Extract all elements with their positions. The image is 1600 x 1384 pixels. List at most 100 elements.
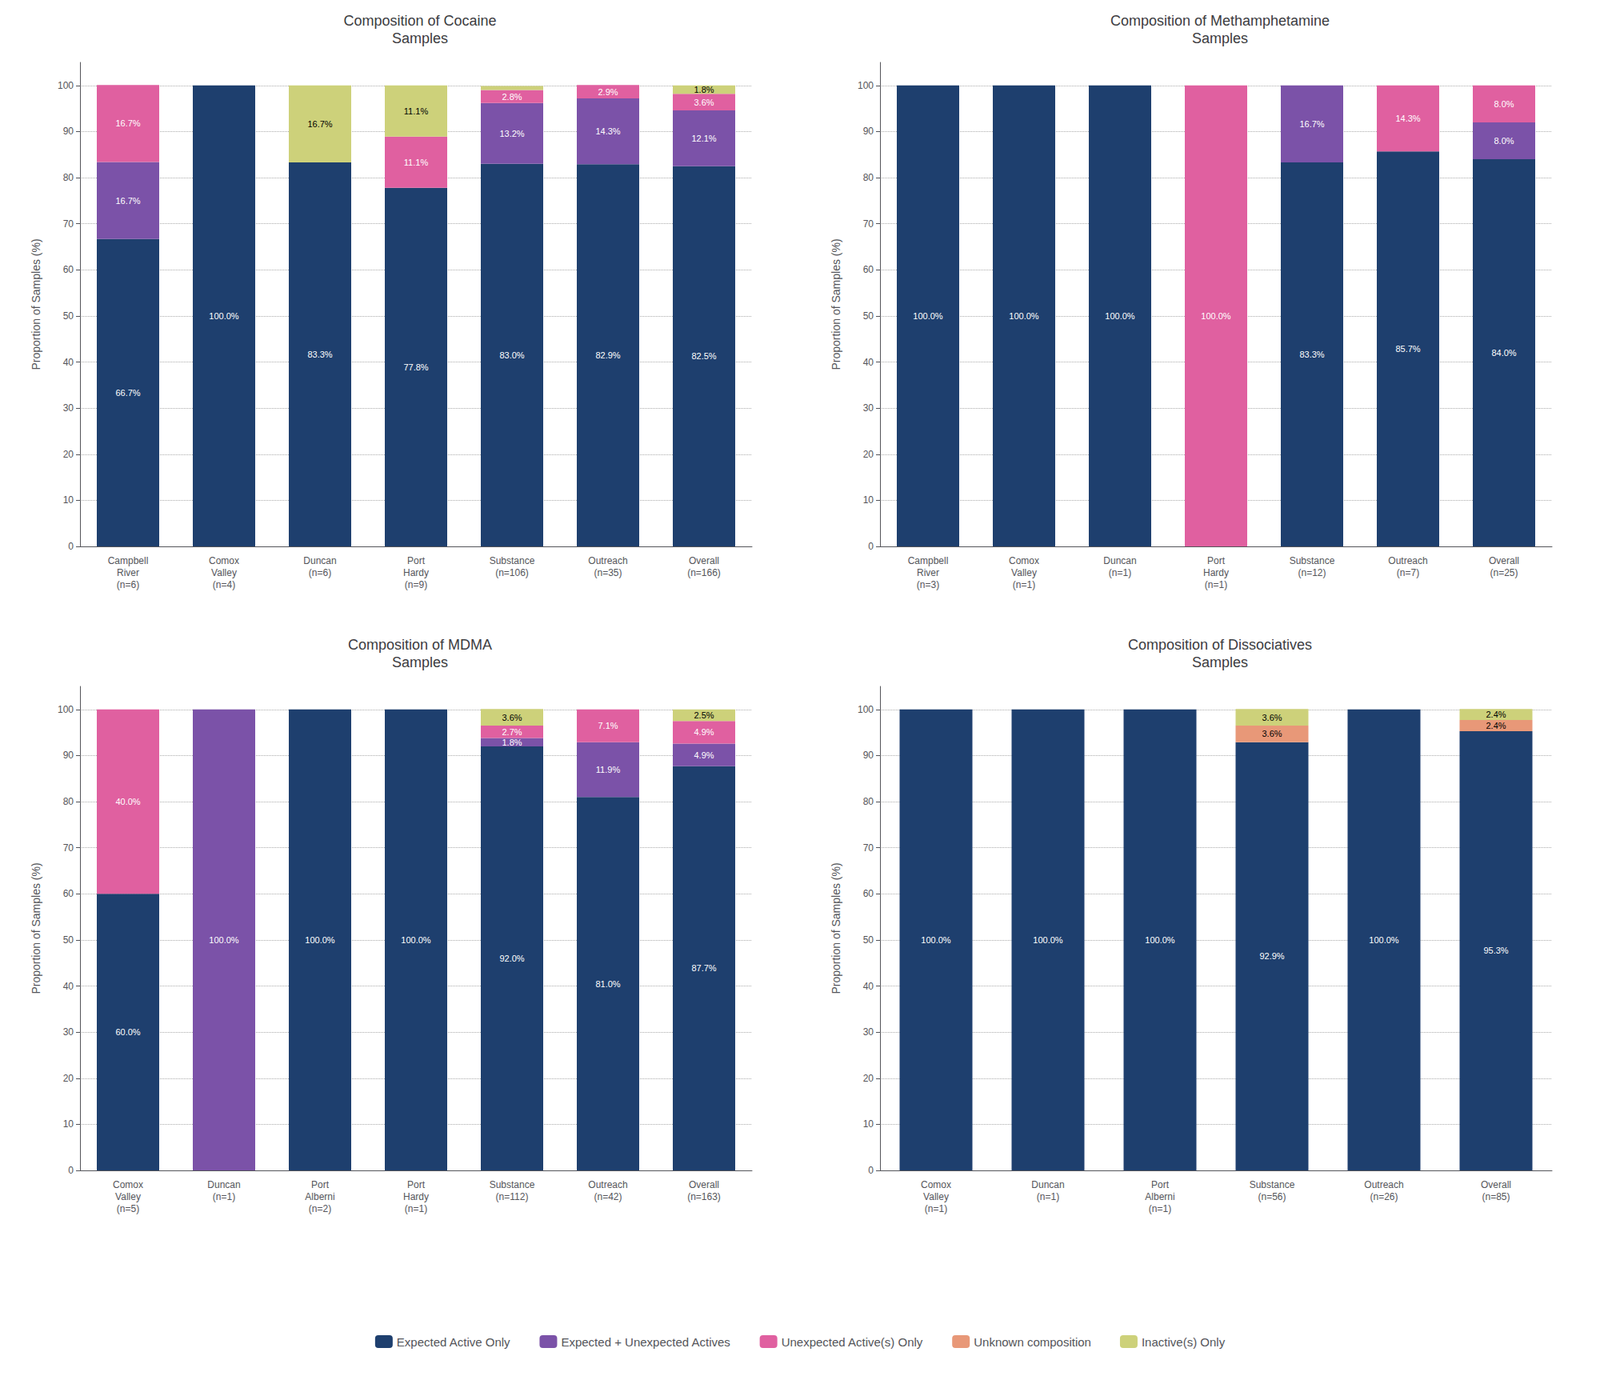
svg-text:(n=56): (n=56) bbox=[1257, 1191, 1286, 1203]
svg-text:(n=1): (n=1) bbox=[404, 1203, 428, 1215]
svg-text:100.0%: 100.0% bbox=[1368, 935, 1400, 945]
svg-text:Comox: Comox bbox=[1008, 555, 1040, 567]
svg-text:(n=106): (n=106) bbox=[495, 567, 529, 579]
svg-text:Overall: Overall bbox=[1488, 555, 1520, 567]
svg-text:Comox: Comox bbox=[112, 1179, 144, 1191]
svg-text:Campbell: Campbell bbox=[108, 555, 149, 567]
svg-text:3.6%: 3.6% bbox=[1261, 728, 1282, 739]
svg-text:(n=163): (n=163) bbox=[687, 1191, 721, 1203]
svg-text:20: 20 bbox=[863, 1072, 875, 1084]
svg-text:(n=1): (n=1) bbox=[1036, 1191, 1060, 1203]
svg-text:Valley: Valley bbox=[115, 1191, 141, 1203]
svg-text:Comox: Comox bbox=[920, 1179, 952, 1191]
svg-text:100.0%: 100.0% bbox=[208, 311, 240, 321]
svg-text:Port: Port bbox=[407, 555, 426, 567]
svg-text:Hardy: Hardy bbox=[403, 1191, 429, 1203]
svg-text:Inactive(s) Only: Inactive(s) Only bbox=[1141, 1335, 1226, 1349]
svg-text:Duncan: Duncan bbox=[1031, 1179, 1064, 1191]
svg-text:0: 0 bbox=[68, 540, 74, 552]
svg-text:Overall: Overall bbox=[1480, 1179, 1512, 1191]
svg-text:85.7%: 85.7% bbox=[1395, 344, 1420, 354]
svg-text:(n=1): (n=1) bbox=[1012, 579, 1036, 591]
svg-text:Unexpected Active(s) Only: Unexpected Active(s) Only bbox=[781, 1335, 924, 1349]
svg-text:Substance: Substance bbox=[1249, 1179, 1296, 1191]
svg-text:16.7%: 16.7% bbox=[115, 196, 140, 206]
svg-text:95.3%: 95.3% bbox=[1483, 945, 1508, 956]
svg-text:30: 30 bbox=[63, 402, 75, 414]
svg-text:Samples: Samples bbox=[392, 30, 448, 47]
svg-text:82.9%: 82.9% bbox=[595, 350, 620, 360]
svg-text:Composition of Cocaine: Composition of Cocaine bbox=[343, 12, 496, 29]
svg-text:(n=25): (n=25) bbox=[1489, 567, 1518, 579]
svg-text:2.8%: 2.8% bbox=[501, 92, 522, 102]
svg-text:80: 80 bbox=[63, 172, 75, 184]
svg-text:16.7%: 16.7% bbox=[115, 118, 140, 128]
svg-text:100.0%: 100.0% bbox=[304, 935, 336, 945]
svg-text:(n=6): (n=6) bbox=[308, 567, 332, 579]
svg-text:100.0%: 100.0% bbox=[1144, 935, 1176, 945]
svg-text:84.0%: 84.0% bbox=[1491, 348, 1516, 358]
svg-text:Alberni: Alberni bbox=[304, 1191, 335, 1203]
svg-text:2.5%: 2.5% bbox=[693, 710, 714, 720]
svg-text:40: 40 bbox=[863, 356, 875, 368]
svg-text:(n=3): (n=3) bbox=[916, 579, 940, 591]
svg-text:8.0%: 8.0% bbox=[1493, 99, 1514, 109]
svg-text:Hardy: Hardy bbox=[403, 567, 429, 579]
svg-text:Duncan: Duncan bbox=[207, 1179, 240, 1191]
svg-text:50: 50 bbox=[63, 934, 75, 946]
svg-text:16.7%: 16.7% bbox=[307, 119, 332, 129]
svg-text:20: 20 bbox=[63, 448, 75, 460]
svg-text:3.6%: 3.6% bbox=[693, 97, 714, 108]
svg-text:(n=12): (n=12) bbox=[1297, 567, 1326, 579]
svg-text:14.3%: 14.3% bbox=[595, 126, 620, 136]
svg-text:8.0%: 8.0% bbox=[1493, 136, 1514, 146]
svg-text:(n=1): (n=1) bbox=[1204, 579, 1228, 591]
svg-text:16.7%: 16.7% bbox=[1299, 119, 1324, 129]
svg-text:82.5%: 82.5% bbox=[691, 351, 716, 361]
svg-text:50: 50 bbox=[63, 310, 75, 322]
svg-text:100.0%: 100.0% bbox=[1104, 311, 1136, 321]
svg-text:Outreach: Outreach bbox=[588, 1179, 628, 1191]
svg-text:20: 20 bbox=[63, 1072, 75, 1084]
svg-text:100.0%: 100.0% bbox=[208, 935, 240, 945]
svg-text:92.0%: 92.0% bbox=[499, 953, 524, 964]
svg-text:Substance: Substance bbox=[489, 555, 536, 567]
svg-text:(n=35): (n=35) bbox=[593, 567, 622, 579]
svg-text:4.9%: 4.9% bbox=[693, 750, 714, 760]
svg-text:Port: Port bbox=[1207, 555, 1226, 567]
svg-text:Proportion of Samples (%): Proportion of Samples (%) bbox=[829, 862, 843, 994]
svg-text:10: 10 bbox=[863, 1118, 875, 1130]
svg-text:(n=166): (n=166) bbox=[687, 567, 721, 579]
svg-text:90: 90 bbox=[63, 125, 75, 137]
svg-text:77.8%: 77.8% bbox=[403, 362, 428, 372]
svg-text:2.4%: 2.4% bbox=[1485, 720, 1506, 731]
svg-text:90: 90 bbox=[63, 749, 75, 761]
svg-text:100: 100 bbox=[57, 704, 74, 716]
svg-text:River: River bbox=[116, 567, 140, 579]
svg-text:10: 10 bbox=[863, 494, 875, 506]
svg-text:10: 10 bbox=[63, 494, 75, 506]
svg-text:Substance: Substance bbox=[1289, 555, 1336, 567]
svg-text:10: 10 bbox=[63, 1118, 75, 1130]
svg-text:Campbell: Campbell bbox=[908, 555, 949, 567]
svg-text:(n=9): (n=9) bbox=[404, 579, 428, 591]
svg-text:Proportion of Samples (%): Proportion of Samples (%) bbox=[29, 862, 43, 994]
svg-text:Port: Port bbox=[1151, 1179, 1170, 1191]
svg-text:70: 70 bbox=[63, 842, 75, 854]
svg-text:Overall: Overall bbox=[688, 555, 720, 567]
svg-text:11.1%: 11.1% bbox=[404, 157, 429, 168]
svg-text:70: 70 bbox=[863, 842, 875, 854]
svg-text:11.9%: 11.9% bbox=[596, 764, 621, 775]
svg-text:14.3%: 14.3% bbox=[1395, 113, 1420, 124]
svg-text:11.1%: 11.1% bbox=[404, 106, 429, 116]
svg-text:90: 90 bbox=[863, 749, 875, 761]
svg-text:60: 60 bbox=[63, 888, 75, 900]
svg-text:100.0%: 100.0% bbox=[1032, 935, 1064, 945]
svg-text:Hardy: Hardy bbox=[1203, 567, 1229, 579]
svg-text:(n=26): (n=26) bbox=[1369, 1191, 1398, 1203]
svg-text:100.0%: 100.0% bbox=[920, 935, 952, 945]
svg-text:60: 60 bbox=[863, 264, 875, 276]
svg-text:Expected + Unexpected Actives: Expected + Unexpected Actives bbox=[560, 1335, 730, 1349]
svg-text:Port: Port bbox=[311, 1179, 330, 1191]
svg-text:Alberni: Alberni bbox=[1144, 1191, 1175, 1203]
